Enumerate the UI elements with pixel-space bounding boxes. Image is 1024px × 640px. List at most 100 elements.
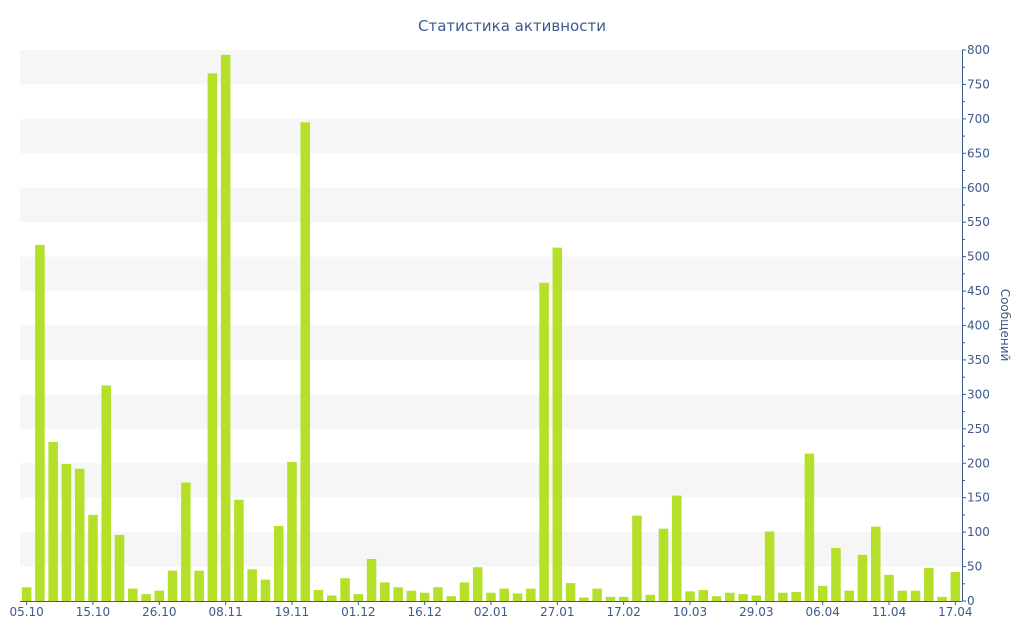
x-tick-label: 15.10 <box>76 605 110 619</box>
bar <box>831 547 841 601</box>
bar <box>817 585 828 601</box>
bar <box>35 244 45 601</box>
bar <box>870 526 881 601</box>
bar <box>711 596 722 601</box>
grid-band <box>20 532 962 567</box>
bar <box>579 597 589 601</box>
bar <box>21 587 32 601</box>
bar <box>127 588 138 601</box>
bar <box>141 594 151 601</box>
grid-band <box>20 118 962 154</box>
bar <box>924 567 934 601</box>
y-axis: 0 50 100 150 200 250 300 350 400 450 500 550 600 650 7… <box>962 43 990 608</box>
bar <box>738 594 748 601</box>
bar <box>658 528 669 601</box>
x-tick-label: 05.10 <box>9 605 43 619</box>
bar <box>353 594 364 601</box>
grid-band <box>20 463 962 498</box>
bar <box>419 592 430 601</box>
bar <box>778 592 788 601</box>
y-tick-label: 700 <box>967 112 990 126</box>
bar <box>592 588 602 601</box>
bar <box>366 558 377 601</box>
y-tick-label: 650 <box>967 146 990 160</box>
bar <box>605 596 616 601</box>
x-tick-label: 08.11 <box>208 605 242 619</box>
y-tick-label: 200 <box>967 456 990 470</box>
bar <box>804 453 815 601</box>
grid-band <box>20 256 962 292</box>
bar <box>950 572 961 601</box>
bar <box>313 589 324 601</box>
grid-bands <box>20 50 962 567</box>
x-tick-label: 06.04 <box>806 605 840 619</box>
bar <box>512 593 523 601</box>
bar <box>101 385 112 601</box>
bar <box>539 282 549 601</box>
bar <box>472 567 483 601</box>
bar <box>526 588 536 601</box>
bar <box>207 73 218 602</box>
x-tick-label: 16.12 <box>407 605 441 619</box>
grid-band <box>20 325 962 360</box>
bar <box>618 596 629 601</box>
bar <box>220 54 231 602</box>
bar <box>857 554 868 601</box>
bar <box>751 595 762 601</box>
bar <box>48 441 58 601</box>
bar <box>74 468 85 601</box>
bar <box>300 122 311 601</box>
bar <box>114 534 125 601</box>
x-tick-label: 02.01 <box>474 605 508 619</box>
bar <box>791 592 801 601</box>
bar <box>884 574 894 601</box>
y-axis-label: Сообщений <box>998 289 1012 362</box>
bar <box>247 569 257 601</box>
bar <box>698 589 709 601</box>
bar <box>897 590 908 601</box>
bar <box>194 570 204 601</box>
bar <box>380 582 390 601</box>
x-tick-label: 10.03 <box>673 605 707 619</box>
bar <box>154 590 165 601</box>
bar <box>937 596 947 601</box>
x-tick-label: 27.01 <box>540 605 574 619</box>
y-tick-label: 250 <box>967 422 990 436</box>
y-tick-label: 500 <box>967 250 990 264</box>
y-tick-label: 150 <box>967 491 990 505</box>
bar <box>910 590 921 601</box>
y-tick-label: 100 <box>967 525 990 539</box>
x-tick-label: 26.10 <box>142 605 176 619</box>
bar <box>260 579 271 601</box>
x-tick-label: 29.03 <box>739 605 773 619</box>
bar <box>327 595 337 601</box>
y-tick-label: 300 <box>967 387 990 401</box>
bar <box>273 525 284 601</box>
y-tick-label: 750 <box>967 77 990 91</box>
bar <box>393 587 403 601</box>
bar <box>406 590 417 601</box>
bar <box>234 499 244 601</box>
y-tick-label: 800 <box>967 43 990 57</box>
y-tick-label: 600 <box>967 181 990 195</box>
bar-series <box>21 54 961 602</box>
y-tick-label: 450 <box>967 284 990 298</box>
chart-title: Статистика активности <box>418 17 606 35</box>
bar <box>88 514 98 601</box>
bar <box>486 592 496 601</box>
bar <box>61 463 72 601</box>
x-axis: 05.10 15.10 26.10 08.11 19.11 01.12 16.12 02.01… <box>9 601 973 619</box>
x-tick-label: 01.12 <box>341 605 375 619</box>
bar <box>340 578 350 601</box>
bar <box>764 531 775 601</box>
y-tick-label: 400 <box>967 319 990 333</box>
bar <box>844 590 855 601</box>
bar <box>632 515 642 601</box>
bar <box>725 592 735 601</box>
x-tick-label: 17.04 <box>938 605 972 619</box>
bar <box>181 482 191 601</box>
x-tick-label: 17.02 <box>606 605 640 619</box>
bar <box>565 583 576 601</box>
bar <box>459 582 470 601</box>
